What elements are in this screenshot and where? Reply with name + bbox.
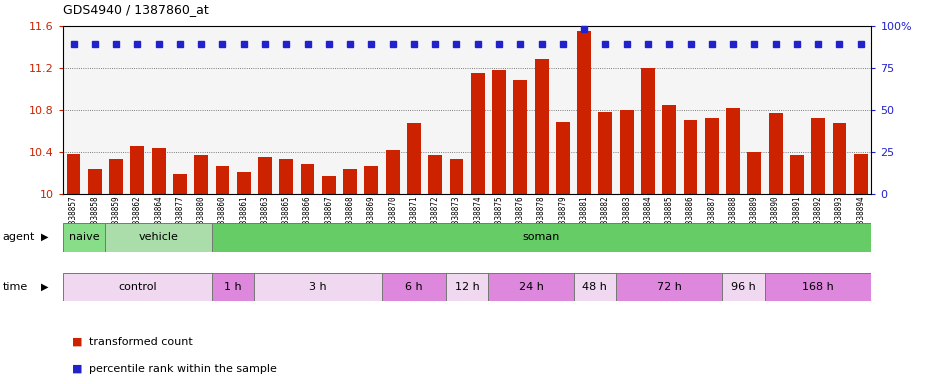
Bar xyxy=(63,273,212,301)
Bar xyxy=(407,124,421,194)
Text: soman: soman xyxy=(523,232,561,242)
Bar xyxy=(574,273,616,301)
Bar xyxy=(811,118,825,194)
Bar xyxy=(173,174,187,194)
Bar xyxy=(212,273,254,301)
Text: ■: ■ xyxy=(72,337,82,347)
Bar xyxy=(832,124,846,194)
Bar xyxy=(684,120,697,194)
Text: 48 h: 48 h xyxy=(583,282,607,292)
Bar xyxy=(790,155,804,194)
Bar xyxy=(301,164,314,194)
Bar xyxy=(428,155,442,194)
Bar xyxy=(67,154,80,194)
Bar xyxy=(769,113,783,194)
Bar xyxy=(343,169,357,194)
Bar xyxy=(364,166,378,194)
Bar xyxy=(620,110,634,194)
Bar xyxy=(513,80,527,194)
Bar xyxy=(598,112,612,194)
Bar xyxy=(471,73,485,194)
Bar xyxy=(63,223,105,252)
Text: agent: agent xyxy=(3,232,35,242)
Bar xyxy=(556,122,570,194)
Text: 12 h: 12 h xyxy=(455,282,479,292)
Text: GDS4940 / 1387860_at: GDS4940 / 1387860_at xyxy=(63,3,209,16)
Bar xyxy=(535,60,549,194)
Bar xyxy=(488,273,574,301)
Bar xyxy=(109,159,123,194)
Text: ▶: ▶ xyxy=(41,282,48,292)
Bar xyxy=(450,159,463,194)
Bar xyxy=(152,148,166,194)
Bar xyxy=(722,273,765,301)
Bar xyxy=(105,223,212,252)
Bar xyxy=(322,176,336,194)
Text: vehicle: vehicle xyxy=(139,232,179,242)
Text: 6 h: 6 h xyxy=(405,282,423,292)
Bar xyxy=(765,273,871,301)
Bar xyxy=(747,152,761,194)
Bar xyxy=(237,172,251,194)
Text: 3 h: 3 h xyxy=(309,282,327,292)
Text: control: control xyxy=(118,282,156,292)
Bar xyxy=(382,273,446,301)
Text: 24 h: 24 h xyxy=(519,282,543,292)
Bar xyxy=(705,118,719,194)
Text: 96 h: 96 h xyxy=(732,282,756,292)
Text: ■: ■ xyxy=(72,364,82,374)
Text: naive: naive xyxy=(68,232,100,242)
Bar xyxy=(88,169,102,194)
Bar xyxy=(446,273,488,301)
Text: transformed count: transformed count xyxy=(89,337,192,347)
Bar xyxy=(194,155,208,194)
Text: time: time xyxy=(3,282,28,292)
Bar xyxy=(386,150,400,194)
Bar xyxy=(492,70,506,194)
Bar xyxy=(258,157,272,194)
Bar xyxy=(854,154,868,194)
Bar xyxy=(641,68,655,194)
Bar xyxy=(662,104,676,194)
Bar xyxy=(254,273,382,301)
Bar xyxy=(616,273,722,301)
Text: 1 h: 1 h xyxy=(224,282,242,292)
Text: 168 h: 168 h xyxy=(802,282,834,292)
Bar xyxy=(726,108,740,194)
Bar xyxy=(216,166,229,194)
Text: percentile rank within the sample: percentile rank within the sample xyxy=(89,364,277,374)
Bar xyxy=(212,223,871,252)
Text: 72 h: 72 h xyxy=(657,282,682,292)
Bar xyxy=(279,159,293,194)
Text: ▶: ▶ xyxy=(41,232,48,242)
Bar xyxy=(577,31,591,194)
Bar xyxy=(130,146,144,194)
